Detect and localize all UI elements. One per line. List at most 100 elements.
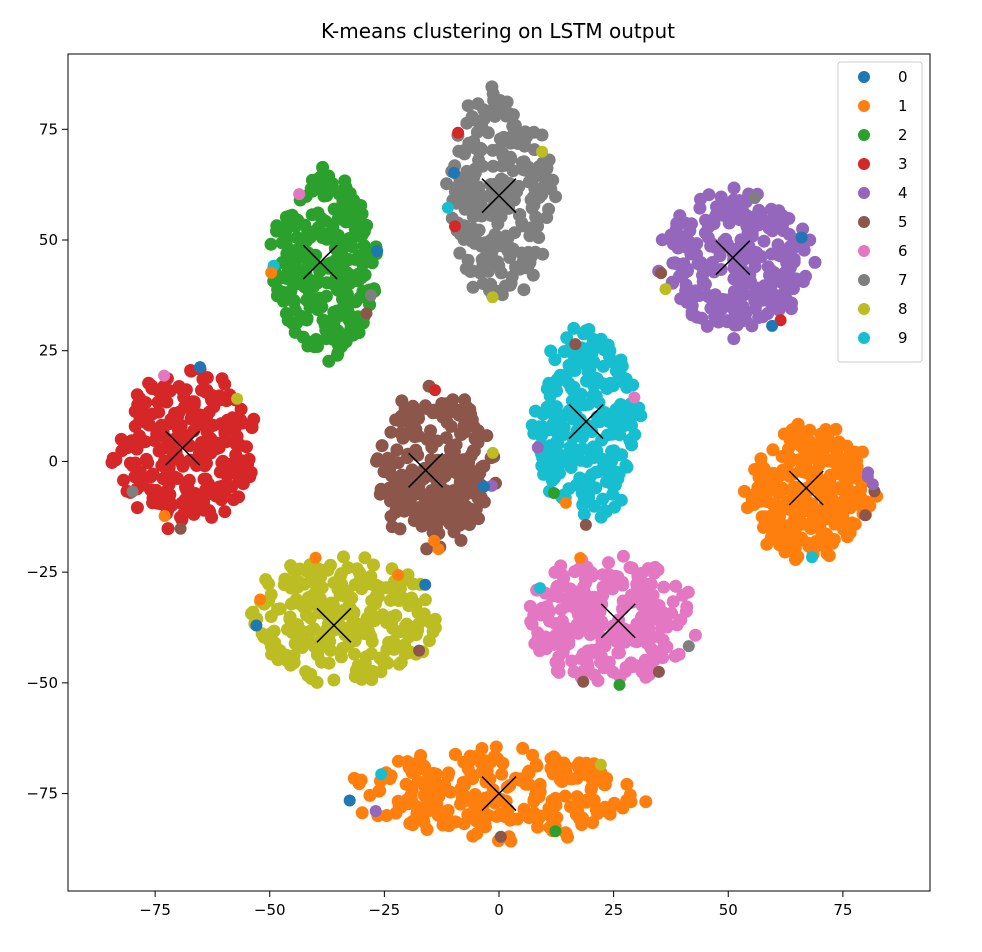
scatter-point — [594, 655, 607, 669]
scatter-point — [343, 794, 356, 807]
scatter-point — [795, 231, 808, 244]
scatter-point — [550, 579, 564, 593]
scatter-point — [454, 427, 467, 441]
scatter-point — [573, 413, 587, 426]
scatter-point — [573, 471, 587, 485]
scatter-point — [577, 675, 590, 688]
scatter-point — [481, 264, 495, 278]
scatter-point — [602, 556, 615, 570]
scatter-point — [117, 473, 130, 487]
scatter-point — [401, 470, 415, 484]
scatter-point — [851, 466, 864, 480]
scatter-point — [417, 815, 431, 829]
scatter-point — [490, 809, 504, 823]
scatter-point — [845, 516, 859, 530]
series-9-points — [525, 321, 648, 524]
scatter-point — [808, 255, 822, 269]
scatter-point — [448, 166, 461, 179]
scatter-point — [334, 567, 348, 581]
scatter-point — [363, 788, 377, 802]
scatter-point — [639, 619, 653, 632]
scatter-point — [485, 80, 499, 94]
legend: 0 1 2 3 4 5 6 7 8 9 — [837, 61, 923, 363]
scatter-point — [534, 582, 546, 595]
scatter-point — [467, 205, 481, 219]
x-tick-label: 75 — [833, 901, 852, 919]
scatter-point — [478, 791, 492, 805]
scatter-point — [599, 505, 613, 519]
scatter-point — [762, 221, 776, 235]
scatter-point — [409, 799, 423, 813]
scatter-point — [298, 218, 312, 232]
x-tick-label: −25 — [369, 901, 401, 919]
scatter-point — [196, 493, 210, 507]
legend-marker — [858, 71, 870, 83]
scatter-point — [227, 422, 241, 435]
scatter-point — [587, 451, 601, 464]
scatter-point — [264, 588, 278, 602]
scatter-point — [423, 615, 437, 629]
scatter-point — [297, 633, 310, 647]
scatter-point — [327, 305, 341, 319]
scatter-point — [567, 665, 581, 679]
series-2-points — [264, 160, 383, 368]
scatter-point — [708, 288, 722, 302]
scatter-point — [285, 626, 299, 640]
scatter-point — [553, 466, 566, 480]
scatter-point — [585, 346, 599, 359]
scatter-point — [748, 192, 761, 205]
scatter-point — [360, 218, 374, 232]
scatter-point — [587, 604, 601, 617]
scatter-point — [309, 551, 322, 564]
scatter-point — [384, 425, 398, 439]
scatter-point — [179, 480, 192, 494]
scatter-point — [795, 531, 808, 545]
scatter-point — [442, 494, 456, 508]
scatter-point — [186, 395, 200, 409]
scatter-point — [647, 653, 661, 667]
scatter-point — [486, 159, 500, 173]
scatter-point — [283, 245, 296, 259]
y-tick-label: −25 — [26, 563, 58, 581]
scatter-point — [357, 247, 371, 261]
scatter-point — [605, 444, 619, 458]
scatter-point — [536, 145, 549, 158]
scatter-point — [665, 606, 678, 620]
scatter-point — [374, 665, 388, 679]
scatter-point — [464, 408, 478, 421]
scatter-point — [128, 419, 142, 433]
scatter-point — [477, 459, 491, 473]
scatter-point — [349, 295, 363, 309]
scatter-point — [743, 251, 757, 265]
scatter-point — [787, 431, 801, 445]
scatter-point — [737, 288, 751, 302]
scatter-point — [326, 222, 340, 235]
scatter-point — [692, 289, 706, 302]
scatter-point — [453, 476, 467, 490]
x-tick-label: 50 — [719, 901, 738, 919]
scatter-point — [525, 418, 539, 432]
scatter-point — [596, 359, 610, 373]
scatter-point — [234, 402, 248, 416]
scatter-point — [684, 247, 698, 261]
scatter-point — [659, 283, 672, 296]
scatter-point — [259, 573, 273, 587]
legend-label: 5 — [898, 213, 908, 231]
scatter-point — [187, 507, 201, 521]
scatter-point — [472, 145, 486, 159]
scatter-point — [506, 119, 520, 133]
y-tick-label: 25 — [39, 342, 58, 360]
scatter-point — [339, 180, 353, 194]
scatter-point — [161, 522, 175, 536]
legend-label: 0 — [898, 68, 908, 86]
scatter-point — [609, 465, 623, 479]
scatter-point — [317, 189, 331, 203]
scatter-point — [642, 637, 656, 651]
scatter-point — [522, 175, 536, 189]
scatter-point — [304, 572, 318, 586]
scatter-point — [183, 453, 197, 467]
scatter-point — [265, 266, 278, 279]
chart-title: K-means clustering on LSTM output — [321, 19, 675, 43]
scatter-point — [130, 501, 144, 515]
scatter-point — [542, 801, 556, 815]
